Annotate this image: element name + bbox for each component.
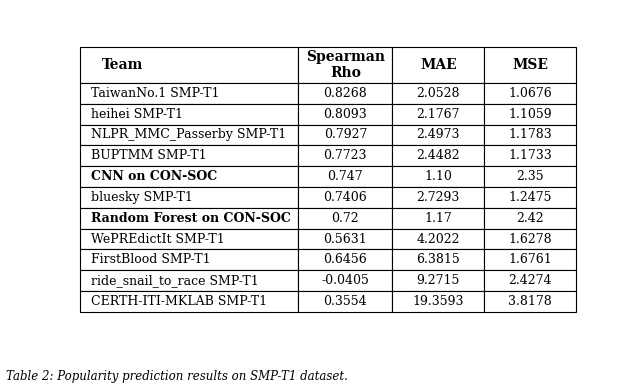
Text: Table 2: Popularity prediction results on SMP-T1 dataset.: Table 2: Popularity prediction results o…	[6, 370, 348, 383]
